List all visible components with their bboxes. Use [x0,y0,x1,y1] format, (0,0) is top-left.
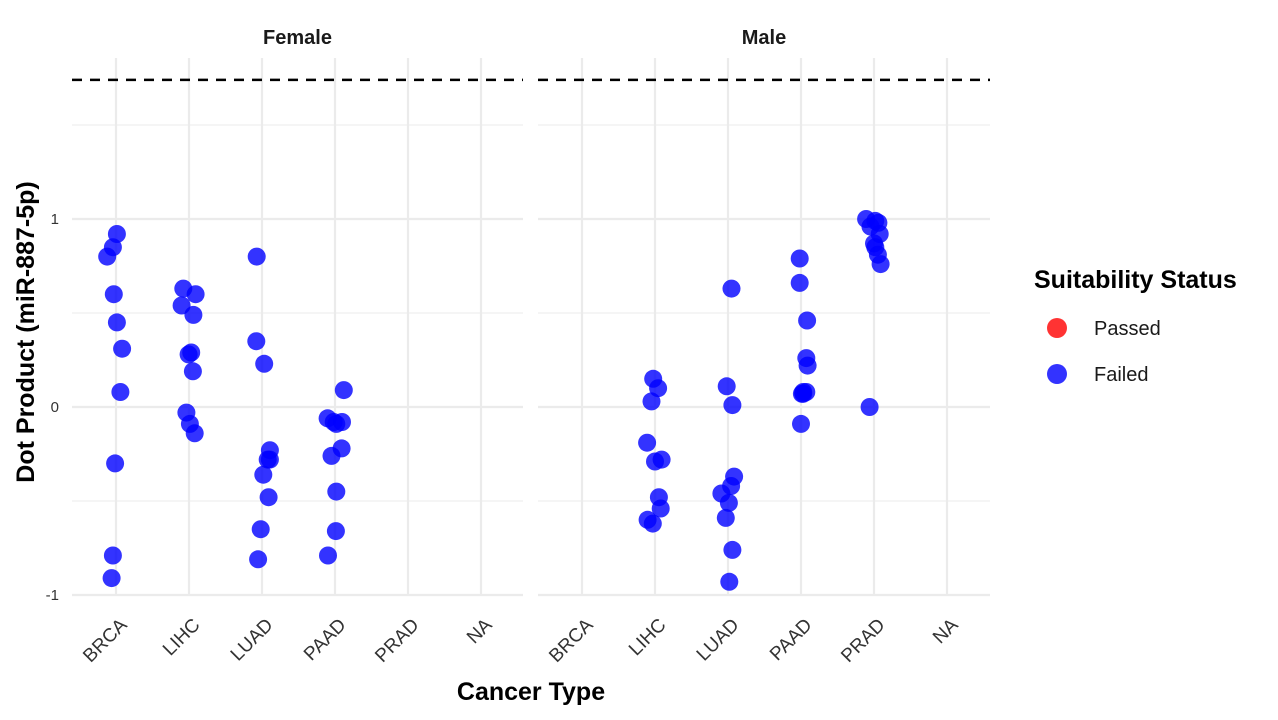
data-point [327,482,346,501]
y-axis: -1 0 1 [46,211,59,604]
legend-key-failed [1047,364,1067,384]
data-point [646,452,664,471]
data-point [326,522,345,541]
x-tick-label: NA [929,614,963,648]
data-point [723,396,742,415]
facet-panel-female: Female BRCA LIHC LUAD PAAD PRAD NA [72,27,523,667]
data-point [790,249,809,268]
legend-label-failed: Failed [1094,364,1148,386]
x-tick-label: PAAD [766,615,816,665]
data-point [247,247,266,266]
x-tick-label: LIHC [625,615,670,660]
data-point [723,540,742,559]
data-point [249,550,268,569]
x-tick-label: LUAD [227,615,278,666]
x-tick-label: LUAD [693,615,744,666]
data-point [794,384,813,403]
data-point [107,313,126,332]
data-point [860,398,879,416]
facet-panel-male: Male BRCA LIHC LUAD PAAD PRAD NA [538,27,990,667]
data-point [111,383,130,401]
data-point [184,305,203,324]
data-point [247,332,266,351]
facet-panels: Female BRCA LIHC LUAD PAAD PRAD NA Male BRCA LIHC… [72,27,990,667]
facet-title: Male [742,27,786,49]
data-point [319,546,337,565]
legend-title: Suitability Status [1034,266,1237,294]
data-point [113,339,132,358]
data-point [255,354,274,373]
x-tick-label: NA [463,614,497,648]
data-point [792,414,810,433]
data-point [106,454,125,473]
legend-entries: Passed Failed [1047,318,1161,386]
data-point [638,433,657,452]
legend: Suitability Status Passed Failed [1034,266,1237,386]
data-point [722,279,741,298]
data-point [104,285,123,304]
data-point [185,424,204,443]
data-point [179,345,198,364]
data-point [107,225,126,243]
y-tick-label: 0 [51,399,59,416]
data-point [333,413,351,431]
data-point [720,572,739,591]
data-point [251,520,270,539]
data-point [642,392,661,411]
legend-label-passed: Passed [1094,318,1161,340]
data-point [260,450,279,469]
data-point [643,514,662,533]
data-point [259,488,278,507]
x-tick-label: BRCA [79,614,131,666]
data-point [719,493,738,512]
y-tick-label: -1 [46,587,59,604]
x-axis-title: Cancer Type [457,678,605,706]
data-point [871,255,890,274]
data-point [716,508,735,527]
y-tick-label: 1 [51,211,59,228]
data-point [102,569,121,588]
data-point [183,362,202,381]
data-point [798,311,817,330]
data-point [651,499,670,518]
data-point [322,446,341,465]
x-tick-label: PRAD [837,615,889,667]
data-point [334,381,353,400]
x-tick-label: PRAD [371,615,423,667]
legend-key-passed [1047,318,1067,338]
data-point [717,377,736,396]
x-tick-label: LIHC [159,615,204,660]
data-point [798,356,817,375]
y-axis-title: Dot Product (miR-887-5p) [12,181,40,482]
x-tick-label: BRCA [545,614,597,666]
data-point [186,285,205,304]
facet-title: Female [263,27,332,49]
data-point [103,546,122,565]
data-point [254,465,273,484]
data-point [790,273,809,292]
x-tick-label: PAAD [300,615,350,665]
